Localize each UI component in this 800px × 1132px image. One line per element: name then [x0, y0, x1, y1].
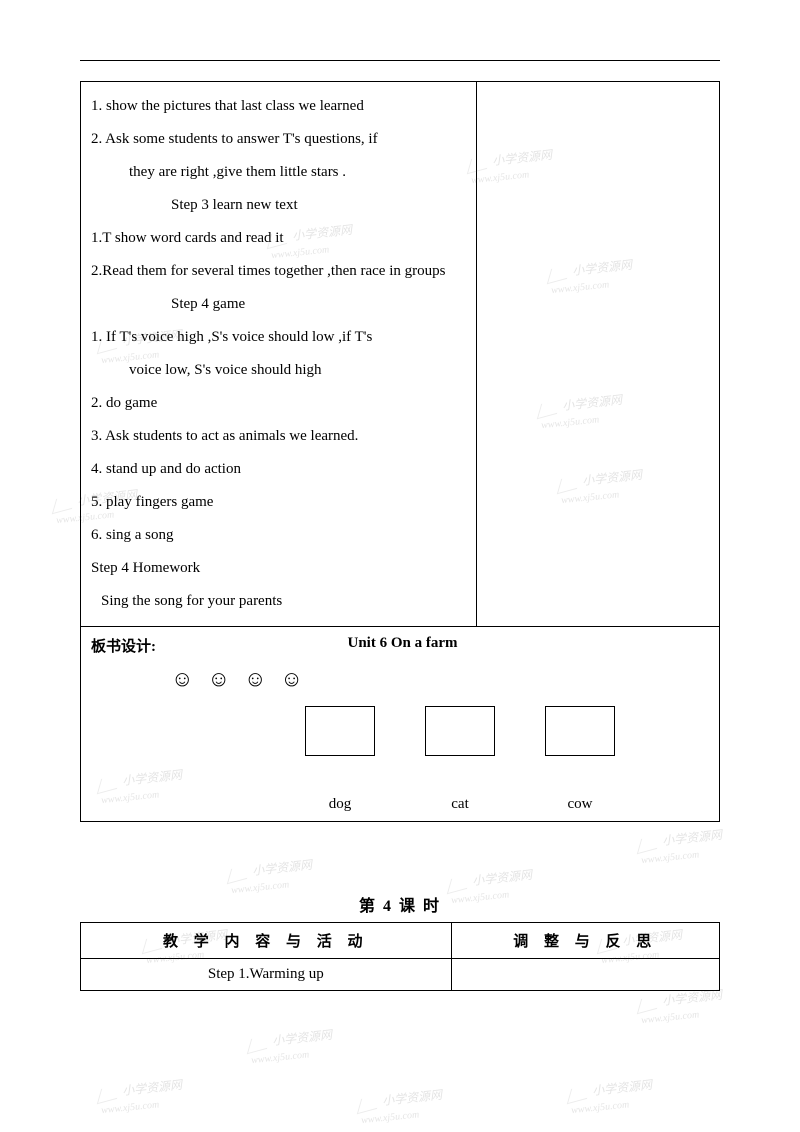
game-4: 4. stand up and do action — [91, 453, 466, 486]
smiley-icon: ☺ — [171, 666, 207, 691]
lesson-notes-cell — [477, 82, 720, 627]
lesson-plan-table: 1. show the pictures that last class we … — [80, 81, 720, 822]
watermark-icon: 小学资源网www.xj5u.com — [639, 826, 725, 867]
picture-box — [545, 706, 615, 756]
top-horizontal-rule — [80, 60, 720, 61]
item-3: 1.T show word cards and read it — [91, 222, 466, 255]
animal-label-dog: dog — [305, 796, 375, 813]
lesson-4-step1: Step 1.Warming up — [81, 959, 452, 991]
game-2: 2. do game — [91, 387, 466, 420]
item-1: 1. show the pictures that last class we … — [91, 90, 466, 123]
step-3-title: Step 3 learn new text — [91, 189, 466, 222]
board-unit-title: Unit 6 On a farm — [96, 635, 709, 652]
homework-1: Sing the song for your parents — [91, 585, 466, 618]
board-design-row: 板书设计: Unit 6 On a farm — [91, 635, 709, 656]
smiley-icon: ☺ — [244, 666, 280, 691]
lesson-4-header: 第 4 课 时 — [80, 892, 720, 916]
lesson-4-col2-header: 调 整 与 反 思 — [451, 923, 719, 959]
lesson-4-notes-cell — [451, 959, 719, 991]
lesson-4-col1-header: 教 学 内 容 与 活 动 — [81, 923, 452, 959]
animal-label-cow: cow — [545, 796, 615, 813]
lesson-content-cell: 1. show the pictures that last class we … — [81, 82, 477, 627]
game-3: 3. Ask students to act as animals we lea… — [91, 420, 466, 453]
step-4-game-title: Step 4 game — [91, 288, 466, 321]
picture-box — [305, 706, 375, 756]
step-4-homework-title: Step 4 Homework — [91, 552, 466, 585]
board-design-cell: 板书设计: Unit 6 On a farm ☺☺☺☺ dog cat cow — [81, 627, 720, 822]
game-1b: voice low, S's voice should high — [91, 354, 466, 387]
watermark-icon: 小学资源网www.xj5u.com — [569, 1076, 655, 1117]
watermark-icon: 小学资源网www.xj5u.com — [249, 1026, 335, 1067]
smiley-icon: ☺ — [280, 666, 316, 691]
watermark-icon: 小学资源网www.xj5u.com — [639, 986, 725, 1027]
game-6: 6. sing a song — [91, 519, 466, 552]
watermark-icon: 小学资源网www.xj5u.com — [229, 856, 315, 897]
smiley-row: ☺☺☺☺ — [91, 656, 709, 706]
item-2: 2. Ask some students to answer T's quest… — [91, 123, 466, 156]
game-1: 1. If T's voice high ,S's voice should l… — [91, 321, 466, 354]
picture-box — [425, 706, 495, 756]
smiley-icon: ☺ — [207, 666, 243, 691]
picture-boxes-row — [91, 706, 709, 756]
game-5: 5. play fingers game — [91, 486, 466, 519]
lesson-4-table: 教 学 内 容 与 活 动 调 整 与 反 思 Step 1.Warming u… — [80, 922, 720, 991]
watermark-icon: 小学资源网www.xj5u.com — [99, 1076, 185, 1117]
lesson-content-block: 1. show the pictures that last class we … — [91, 90, 466, 618]
item-2b: they are right ,give them little stars . — [91, 156, 466, 189]
watermark-icon: 小学资源网www.xj5u.com — [359, 1086, 445, 1127]
item-4: 2.Read them for several times together ,… — [91, 255, 466, 288]
animal-label-cat: cat — [425, 796, 495, 813]
animal-labels-row: dog cat cow — [91, 796, 709, 813]
